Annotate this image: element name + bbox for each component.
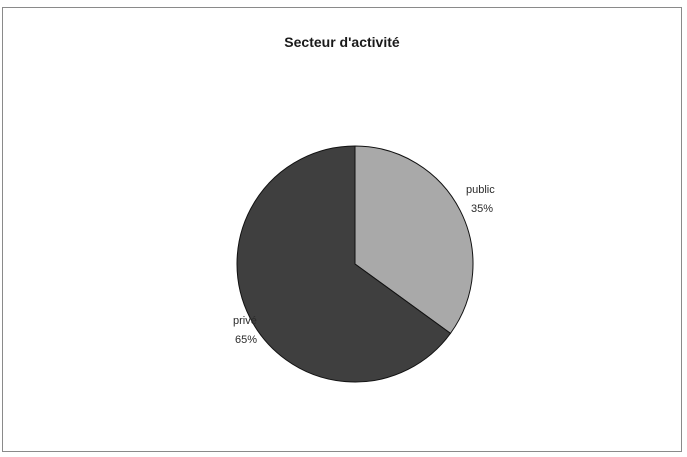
slice-label-prive: privé	[233, 315, 257, 327]
pie-slice-public	[354, 145, 474, 335]
pie-slice-prive	[236, 145, 452, 383]
slice-percent-public: 35%	[471, 203, 493, 215]
pie-slices	[236, 145, 474, 383]
chart-title: Secteur d'activité	[284, 34, 400, 50]
slice-percent-prive: 65%	[235, 334, 257, 346]
pie-labels: public 35% privé 65%	[233, 184, 495, 346]
slice-label-public: public	[466, 184, 495, 196]
